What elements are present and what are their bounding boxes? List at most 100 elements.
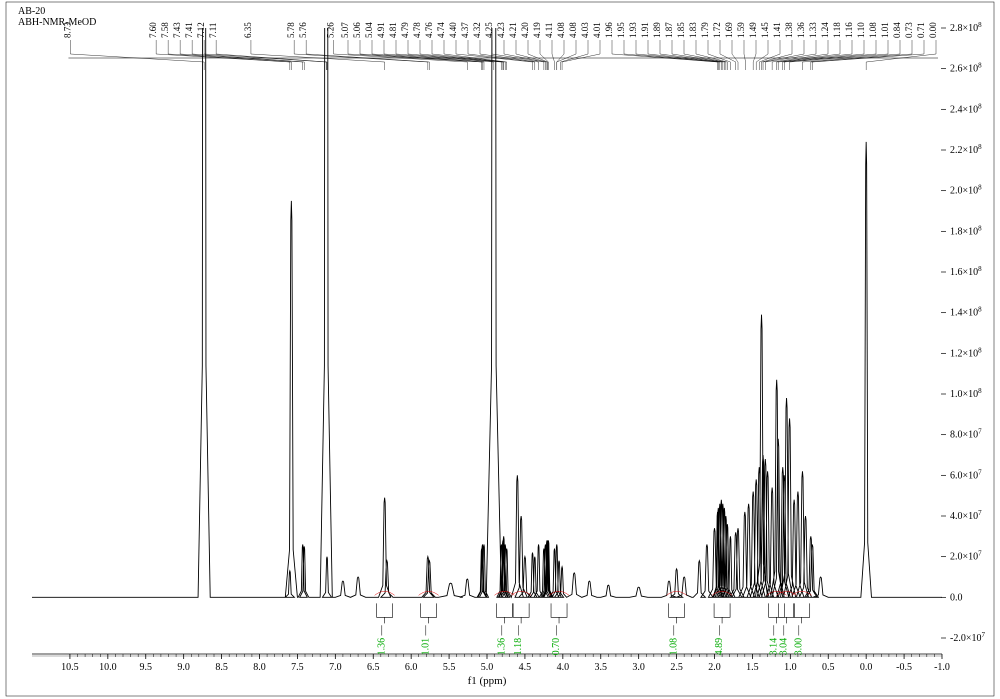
peak-label: 5.26	[326, 22, 336, 38]
integral-label: 1.01 —	[421, 624, 432, 655]
peak-label: 0.84	[892, 22, 902, 38]
peak-label: 4.03	[580, 22, 590, 38]
peak-label: 4.78	[412, 22, 422, 38]
x-tick-label: 1.0	[784, 662, 797, 673]
peak-label: 1.33	[808, 22, 818, 38]
peak-label: 4.37	[460, 22, 470, 38]
peak-label: 5.78	[286, 22, 296, 38]
peak-label: 1.72	[712, 22, 722, 38]
x-tick-label: 0.0	[860, 662, 873, 673]
peak-label: 4.23	[496, 22, 506, 38]
nmr-spectrum-svg: 10.510.09.59.08.58.07.57.06.56.05.55.04.…	[0, 0, 1000, 699]
x-tick-label: -1.0	[934, 662, 950, 673]
peak-label: 7.43	[172, 22, 182, 38]
integral-label: 4.89 —	[714, 624, 725, 655]
peak-label: 5.07	[340, 22, 350, 38]
peak-label: 4.20	[520, 22, 530, 38]
spectrum-trace	[32, 0, 942, 597]
peak-label: 1.49	[748, 22, 758, 38]
y-tick-label: 0.0	[950, 592, 963, 603]
peak-label: 0.00	[928, 22, 938, 38]
peak-label: 5.76	[298, 22, 308, 38]
x-tick-label: 2.0	[708, 662, 721, 673]
peak-label: 4.79	[400, 22, 410, 38]
peak-label: 1.38	[784, 22, 794, 38]
peak-label: 0.73	[904, 22, 914, 38]
peak-label: 1.41	[772, 22, 782, 38]
x-axis-label: f1 (ppm)	[468, 675, 507, 687]
peak-label: 4.11	[544, 23, 554, 38]
peak-label: 1.79	[700, 22, 710, 38]
x-tick-label: 10.5	[61, 662, 79, 673]
x-tick-label: -0.5	[896, 662, 912, 673]
y-tick-label: 4.0×107	[950, 509, 982, 522]
peak-label: 1.87	[664, 22, 674, 38]
peak-label: 4.76	[424, 22, 434, 38]
peak-label: 1.85	[676, 22, 686, 38]
y-tick-label: 2.8×108	[950, 21, 982, 34]
y-tick-label: 1.2×108	[950, 346, 982, 359]
x-tick-label: 8.5	[215, 662, 228, 673]
x-tick-label: 3.5	[595, 662, 608, 673]
integral-label: 1.36 —	[496, 624, 507, 655]
x-tick-label: 1.5	[746, 662, 759, 673]
peak-label: 5.04	[364, 22, 374, 38]
x-tick-label: 6.0	[405, 662, 418, 673]
peak-label: 7.41	[184, 22, 194, 38]
peak-label: 1.96	[604, 22, 614, 38]
x-tick-label: 3.0	[632, 662, 645, 673]
peak-label: 1.93	[628, 22, 638, 38]
peak-label: 4.08	[556, 22, 566, 38]
peak-label: 0.71	[916, 22, 926, 38]
peak-label: 7.12	[196, 22, 206, 38]
peak-label: 1.36	[796, 22, 806, 38]
peak-label: 1.69	[724, 22, 734, 38]
y-tick-label: 2.2×108	[950, 143, 982, 156]
peak-label: 4.40	[448, 22, 458, 38]
peak-label: 1.91	[640, 22, 650, 38]
y-tick-label: -2.0×107	[950, 631, 985, 644]
peak-label: 1.18	[832, 22, 842, 38]
peak-label: 1.89	[652, 22, 662, 38]
peak-label: 4.21	[508, 22, 518, 38]
peak-label: 4.08	[568, 22, 578, 38]
peak-label: 1.95	[616, 22, 626, 38]
peak-label: 4.19	[532, 22, 542, 38]
y-tick-label: 2.4×108	[950, 102, 982, 115]
peak-label: 1.08	[868, 22, 878, 38]
peak-label: 6.35	[243, 22, 253, 38]
y-tick-label: 1.0×108	[950, 387, 982, 400]
y-tick-label: 6.0×107	[950, 468, 982, 481]
integral-label: 1.08 —	[669, 624, 680, 655]
x-tick-label: 10.0	[99, 662, 117, 673]
x-tick-label: 7.5	[291, 662, 304, 673]
peak-label: 1.59	[736, 22, 746, 38]
x-tick-label: 7.0	[329, 662, 342, 673]
peak-label: 1.01	[880, 22, 890, 38]
y-tick-label: 1.4×108	[950, 306, 982, 319]
x-tick-label: 6.5	[367, 662, 380, 673]
x-tick-label: 8.0	[253, 662, 266, 673]
peak-label: 1.10	[856, 22, 866, 38]
x-tick-label: 9.5	[140, 662, 153, 673]
x-tick-label: 4.0	[557, 662, 570, 673]
header-line2: ABH-NMR-MeOD	[18, 17, 96, 28]
integral-label: 3.04 —	[779, 624, 790, 655]
x-tick-label: 5.5	[443, 662, 456, 673]
y-tick-label: 1.6×108	[950, 265, 982, 278]
peak-label: 4.74	[436, 22, 446, 38]
y-tick-label: 2.0×107	[950, 550, 982, 563]
y-tick-label: 2.0×108	[950, 184, 982, 197]
peak-label: 7.11	[208, 23, 218, 38]
x-tick-label: 9.0	[177, 662, 190, 673]
peak-label: 1.24	[820, 22, 830, 38]
peak-label: 1.83	[688, 22, 698, 38]
peak-label: 4.91	[376, 22, 386, 38]
y-tick-label: 8.0×107	[950, 428, 982, 441]
x-tick-label: 0.5	[822, 662, 835, 673]
peak-label: 7.60	[148, 22, 158, 38]
nmr-spectrum-figure: { "header": { "line1": "AB-20", "line2":…	[0, 0, 1000, 699]
peak-label: 4.81	[388, 22, 398, 38]
x-tick-label: 4.5	[519, 662, 532, 673]
peak-label: 4.01	[592, 22, 602, 38]
